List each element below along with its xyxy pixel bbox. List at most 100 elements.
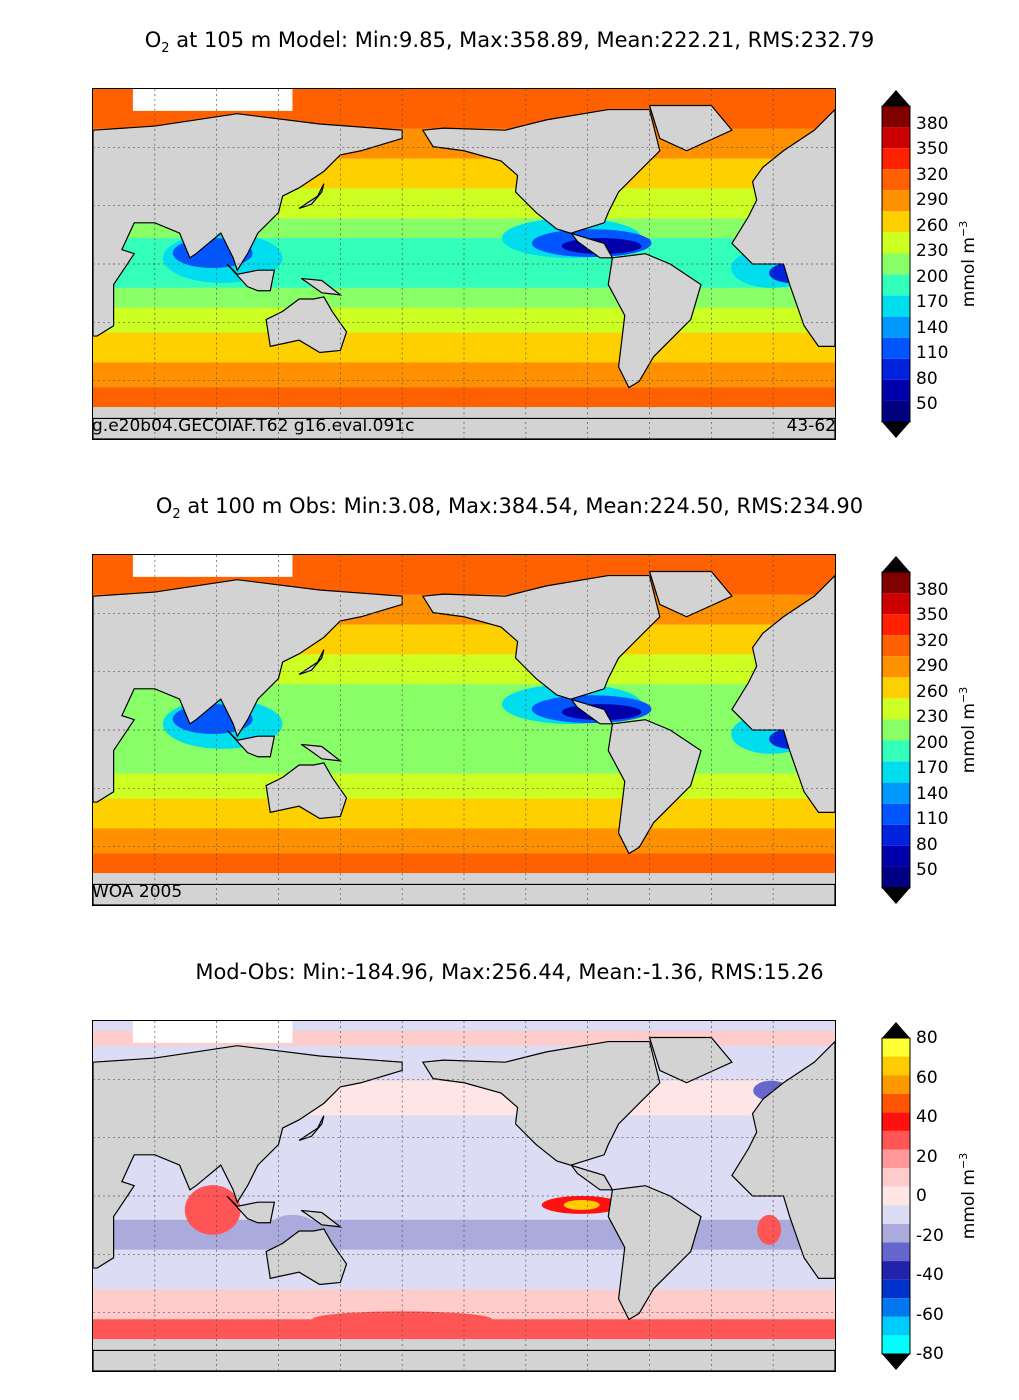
unit-base: mmol m xyxy=(958,703,979,774)
colorbar-unit: mmol m−3 xyxy=(957,221,979,307)
colorbar-tick-label: 40 xyxy=(916,1107,938,1127)
colorbar-tick-label: 350 xyxy=(916,605,949,626)
colorbar-swatch xyxy=(882,337,910,359)
colorbar-swatch xyxy=(882,211,910,233)
colorbar-swatch xyxy=(882,782,910,804)
unit-base: mmol m xyxy=(958,237,979,308)
unit-exponent: −3 xyxy=(957,220,971,237)
colorbar-swatch xyxy=(882,1186,910,1206)
map-field xyxy=(93,555,835,905)
colorbar-tick-label: 80 xyxy=(916,834,938,855)
colorbar-tick-label: 140 xyxy=(916,783,949,804)
colorbar-swatches xyxy=(881,1022,911,1370)
map-plot xyxy=(92,554,836,906)
colorbar-tick-label: 80 xyxy=(916,1028,938,1048)
caption-left: WOA 2005 xyxy=(92,882,183,902)
colorbar-swatch xyxy=(882,698,910,720)
panel-diff: Mod-Obs: Min:-184.96, Max:256.44, Mean:-… xyxy=(0,960,1019,1400)
colorbar-unit: mmol m−3 xyxy=(957,1153,979,1239)
colorbar-tick-label: 80 xyxy=(916,368,938,389)
colorbar-tick-label: 230 xyxy=(916,241,949,262)
colorbar-swatch xyxy=(882,1056,910,1076)
colorbar-swatch xyxy=(882,593,910,615)
colorbar-swatch xyxy=(882,572,910,594)
colorbar-swatch xyxy=(882,677,910,699)
map-plot xyxy=(92,1020,836,1372)
colorbar-swatch xyxy=(882,127,910,149)
title-subscript: 2 xyxy=(172,507,181,523)
colorbar-swatch xyxy=(882,1168,910,1187)
panel-model: O2 at 105 m Model: Min:9.85, Max:358.89,… xyxy=(0,28,1019,468)
unit-exponent: −3 xyxy=(957,686,971,703)
panel-obs: O2 at 100 m Obs: Min:3.08, Max:384.54, M… xyxy=(0,494,1019,934)
colorbar-swatch xyxy=(882,1130,910,1150)
colorbar-swatch xyxy=(882,274,910,296)
colorbar-swatch xyxy=(882,169,910,191)
colorbar-swatches xyxy=(881,556,911,904)
colorbar-tick-label: -20 xyxy=(916,1225,944,1246)
colorbar: 380 350 320 290 260 230 200 170 140 110 80 50 mmol m… xyxy=(880,554,1010,906)
colorbar-tick-label: -60 xyxy=(916,1304,944,1325)
title-text: at 105 m Model: Min:9.85, Max:358.89, Me… xyxy=(169,28,875,52)
colorbar-swatch xyxy=(882,1205,910,1224)
colorbar: 380 350 320 290 260 230 200 170 140 110 80 50 mmol m… xyxy=(880,88,1010,440)
colorbar-swatch xyxy=(882,106,910,128)
colorbar-swatch xyxy=(882,1075,910,1094)
colorbar-swatch xyxy=(882,232,910,254)
colorbar-tick-label: -80 xyxy=(916,1344,944,1364)
colorbar-swatch xyxy=(882,824,910,846)
panel-title: Mod-Obs: Min:-184.96, Max:256.44, Mean:-… xyxy=(0,960,1019,984)
colorbar-swatch xyxy=(882,635,910,657)
colorbar-tick-label: 320 xyxy=(916,630,949,651)
title-text: at 100 m Obs: Min:3.08, Max:384.54, Mean… xyxy=(180,494,864,518)
colorbar-swatch xyxy=(882,1335,910,1354)
colorbar-swatch xyxy=(882,1038,910,1057)
colorbar-tick-label: 380 xyxy=(916,113,949,134)
colorbar-tick-label: 320 xyxy=(916,164,949,185)
colorbar-swatch xyxy=(882,1149,910,1169)
colorbar-swatch xyxy=(882,295,910,317)
colorbar-tick-label: 200 xyxy=(916,266,949,287)
colorbar-swatch xyxy=(882,148,910,170)
unit-exponent: −3 xyxy=(957,1152,971,1169)
colorbar-tick-label: 380 xyxy=(916,579,949,600)
colorbar-unit: mmol m−3 xyxy=(957,687,979,773)
title-text: Mod-Obs: Min:-184.96, Max:256.44, Mean:-… xyxy=(195,960,824,984)
colorbar-swatch xyxy=(882,358,910,380)
colorbar-tick-label: 110 xyxy=(916,809,949,830)
colorbar-tick-label: 110 xyxy=(916,343,949,364)
colorbar-swatch xyxy=(882,400,910,422)
colorbar-tick-label: 170 xyxy=(916,292,949,313)
colorbar-swatch xyxy=(882,845,910,867)
colorbar-tick-label: 290 xyxy=(916,656,949,677)
caption-left: g.e20b04.GECOIAF.T62 g16.eval.091c xyxy=(92,416,415,436)
colorbar: 80 60 40 20 0 -20 -40 -60 -80 mmol m−3 xyxy=(880,1020,1010,1372)
unit-base: mmol m xyxy=(958,1169,979,1240)
title-subscript: 2 xyxy=(161,41,170,57)
colorbar-tick-label: 350 xyxy=(916,139,949,160)
colorbar-swatch xyxy=(882,1223,910,1243)
colorbar-tick-label: 140 xyxy=(916,317,949,338)
colorbar-swatch xyxy=(882,1093,910,1113)
colorbar-swatches xyxy=(881,90,911,438)
caption-right: 43-62 xyxy=(786,416,836,436)
colorbar-swatch xyxy=(882,719,910,741)
colorbar-swatch xyxy=(882,803,910,825)
title-prefix: O xyxy=(155,494,173,518)
colorbar-swatch xyxy=(882,1112,910,1131)
colorbar-swatch xyxy=(882,1242,910,1262)
title-prefix: O xyxy=(144,28,162,52)
colorbar-swatch xyxy=(882,656,910,678)
colorbar-tick-label: -40 xyxy=(916,1265,944,1285)
colorbar-swatch xyxy=(882,1279,910,1299)
colorbar-swatch xyxy=(882,1298,910,1317)
colorbar-swatch xyxy=(882,761,910,783)
colorbar-tick-label: 0 xyxy=(916,1186,927,1206)
panel-title: O2 at 105 m Model: Min:9.85, Max:358.89,… xyxy=(0,28,1019,61)
colorbar-tick-label: 20 xyxy=(916,1146,938,1167)
panel-title: O2 at 100 m Obs: Min:3.08, Max:384.54, M… xyxy=(0,494,1019,527)
colorbar-tick-label: 50 xyxy=(916,394,938,415)
colorbar-tick-label: 290 xyxy=(916,190,949,211)
colorbar-tick-label: 200 xyxy=(916,732,949,753)
colorbar-tick-label: 170 xyxy=(916,758,949,779)
